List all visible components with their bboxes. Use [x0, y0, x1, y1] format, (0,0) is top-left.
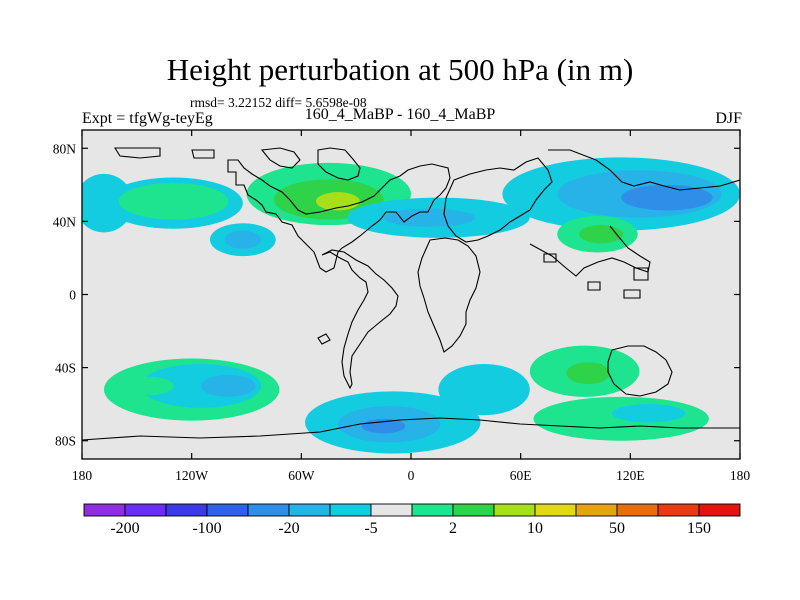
coast-islands — [317, 253, 649, 345]
colorbar-swatch-7 — [370, 503, 413, 517]
experiment-label: Expt = tfgWg-teyEg — [82, 110, 213, 127]
contour-region-2 — [118, 183, 229, 220]
colorbar-swatch-9 — [452, 503, 495, 517]
colorbar-label: 2 — [449, 520, 457, 537]
colorbar-label: -200 — [110, 520, 139, 537]
coast-greenland — [317, 147, 361, 181]
contour-fills — [82, 157, 740, 454]
coast-antarctica — [82, 417, 740, 441]
colorbar-label: -100 — [192, 520, 221, 537]
colorbar-swatch-11 — [534, 503, 577, 517]
coast-africa-eurasia — [417, 149, 740, 353]
y-tick-label: 40N — [53, 214, 77, 229]
stats-label: rmsd= 3.22152 diff= 5.6598e-08 — [190, 95, 367, 110]
axis-ticks: 180 120W 60W 0 60E 120E 180 80N 40N 0 40S 80S — [53, 130, 751, 483]
comparison-label: 160_4_MaBP - 160_4_MaBP — [304, 106, 496, 123]
colorbar-label: -20 — [278, 520, 299, 537]
coast-north-america — [227, 159, 451, 273]
colorbar: -200 -100 -20 -5 2 10 50 150 — [83, 503, 741, 537]
colorbar-label: 10 — [527, 520, 543, 537]
season-label: DJF — [715, 110, 742, 127]
colorbar-swatch-4 — [247, 503, 290, 517]
coastline — [82, 147, 740, 441]
y-tick-label: 80N — [53, 141, 77, 156]
colorbar-swatch-1 — [124, 503, 167, 517]
x-tick-label: 120E — [616, 468, 645, 483]
x-tick-label: 60E — [510, 468, 532, 483]
coast-south-america — [321, 249, 399, 390]
colorbar-label: -5 — [364, 520, 377, 537]
colorbar-swatch-8 — [411, 503, 454, 517]
contour-region-9 — [383, 208, 475, 227]
x-tick-label: 180 — [730, 468, 751, 483]
colorbar-swatch-10 — [493, 503, 536, 517]
colorbar-swatch-3 — [206, 503, 249, 517]
contour-region-22 — [438, 363, 530, 416]
x-tick-label: 60W — [288, 468, 315, 483]
colorbar-swatch-15 — [698, 503, 741, 517]
y-tick-label: 40S — [55, 361, 76, 376]
contour-region-12 — [621, 184, 713, 211]
colorbar-swatch-14 — [657, 503, 700, 517]
colorbar-swatch-2 — [165, 503, 208, 517]
y-tick-label: 80S — [55, 434, 76, 449]
x-tick-label: 120W — [175, 468, 208, 483]
map-title: Height perturbation at 500 hPa (in m) — [166, 52, 634, 87]
contour-region-16 — [140, 363, 262, 408]
colorbar-swatch-6 — [329, 503, 372, 517]
coast-australia — [607, 345, 673, 397]
contour-region-21 — [361, 418, 406, 434]
colorbar-swatch-5 — [288, 503, 331, 517]
colorbar-label: 150 — [687, 520, 711, 537]
contour-region-24 — [566, 362, 611, 385]
contour-region-4 — [224, 230, 262, 249]
contour-region-17 — [200, 374, 256, 397]
colorbar-swatch-12 — [575, 503, 618, 517]
x-tick-label: 0 — [408, 468, 415, 483]
x-tick-label: 180 — [72, 468, 93, 483]
contour-region-18 — [129, 376, 174, 396]
contour-region-26 — [612, 404, 686, 423]
coast-arctic-islands — [114, 147, 301, 169]
contour-region-14 — [579, 225, 624, 244]
colorbar-swatch-0 — [83, 503, 126, 517]
colorbar-label: 50 — [609, 520, 625, 537]
colorbar-swatch-13 — [616, 503, 659, 517]
y-tick-label: 0 — [69, 288, 76, 303]
